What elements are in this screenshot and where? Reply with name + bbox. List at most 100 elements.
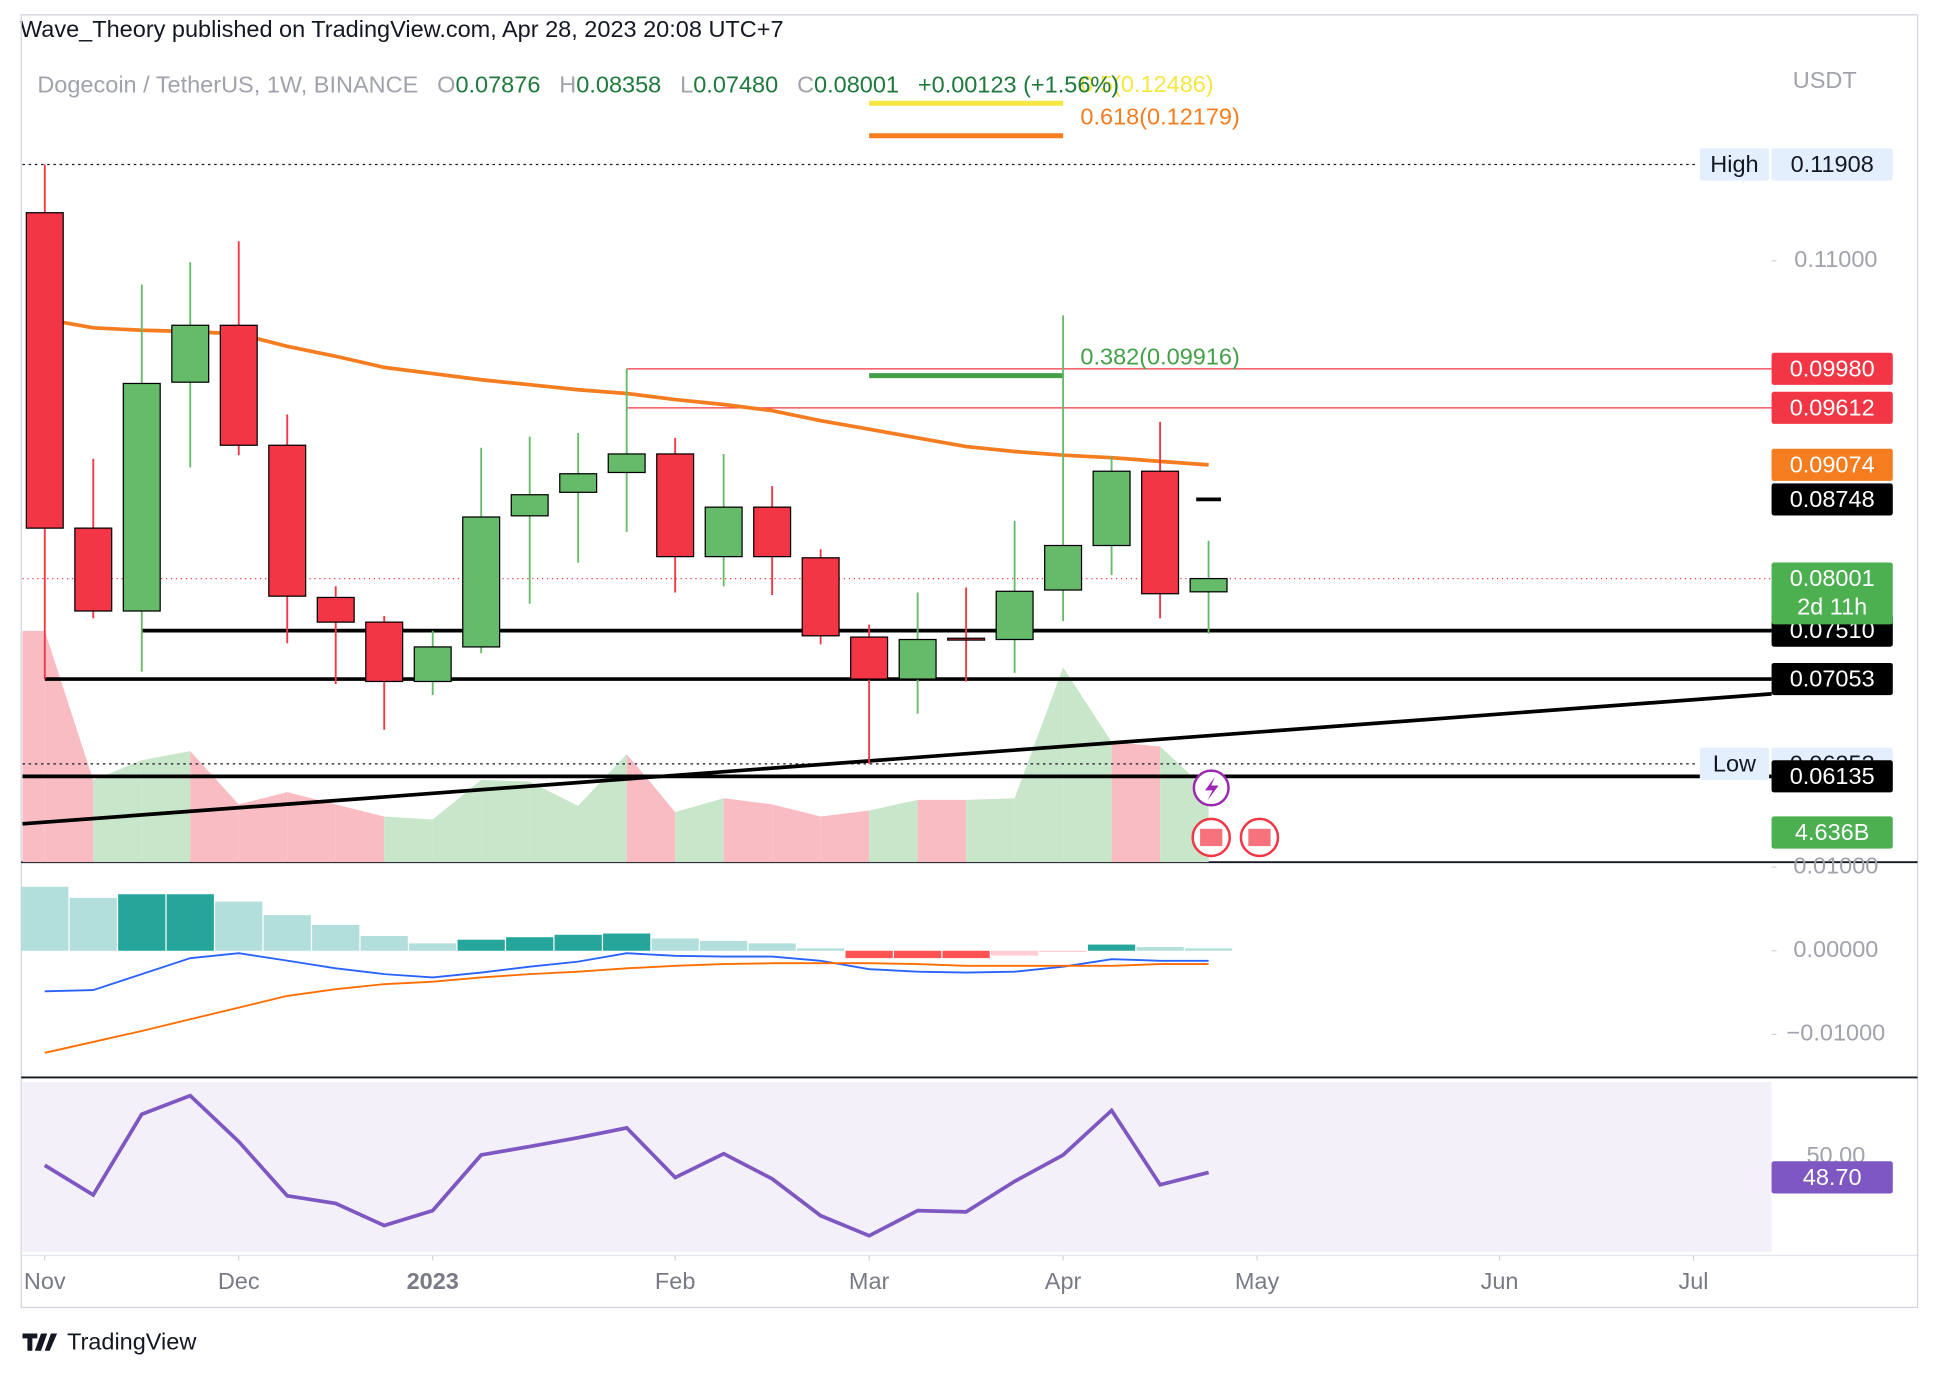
x-tick-label: Jul (1678, 1268, 1708, 1294)
candle-body (898, 638, 937, 680)
macd-histogram-bar (263, 915, 311, 951)
volume-area (675, 798, 724, 863)
price-label: 48.70 (1803, 1164, 1862, 1190)
volume-area (384, 816, 433, 863)
x-tick-label: May (1235, 1268, 1280, 1294)
macd-histogram-bar (409, 943, 457, 951)
macd-histogram-bar (1039, 950, 1087, 953)
event-flag (1248, 828, 1271, 847)
candle-body (947, 637, 986, 641)
fib-label: 0.5(0.12486) (1080, 71, 1213, 97)
price-label: 0.09980 (1790, 355, 1875, 381)
candle-body (365, 621, 404, 683)
x-tick-label: 2023 (407, 1268, 459, 1294)
macd-histogram-bar (215, 901, 263, 951)
price-label: 0.11908 (1791, 151, 1874, 177)
ohlc-key: C (797, 72, 814, 98)
candle-body (1092, 470, 1131, 547)
macd-histogram-bar (893, 950, 942, 959)
candle-body (801, 557, 840, 637)
price-label-box (1771, 483, 1893, 516)
macd-histogram-bar (69, 897, 117, 951)
volume-area (626, 754, 676, 863)
candle-body (1044, 544, 1083, 591)
marker-name-box (1699, 148, 1770, 181)
macd-histogram-bar (1136, 947, 1184, 951)
background-layer (22, 163, 1777, 1261)
fib-label: 0.382(0.09916) (1080, 344, 1239, 370)
price-label: 0.08001 (1790, 565, 1875, 591)
price-label-box (1771, 448, 1893, 481)
rsi-line (43, 1093, 1210, 1238)
candle-body (219, 324, 258, 446)
plot-layer: 0.5(0.12486) 0.618(0.12179) 0.382(0.09916) (21, 71, 1772, 1238)
fib-label: 0.618(0.12179) (1080, 104, 1239, 130)
macd-histogram-bar (506, 937, 554, 951)
marker-name: Low (1713, 750, 1757, 776)
macd-histogram-bar (166, 894, 214, 951)
candle-body (510, 494, 549, 517)
candle-body (656, 453, 695, 558)
ohlc-key: H (559, 72, 576, 98)
marker-name: High (1710, 151, 1758, 177)
candle-body (1189, 577, 1228, 593)
macd-histogram-bar (700, 940, 748, 951)
volume-area (44, 630, 94, 863)
candle-body (74, 527, 113, 612)
trendline (22, 692, 1772, 826)
logo-mark (22, 1333, 58, 1351)
candle-body (171, 324, 210, 383)
x-tick-label: Nov (24, 1268, 66, 1294)
y-tick-label: −0.01000 (1787, 1020, 1886, 1046)
ohlc-key: O (437, 72, 455, 98)
price-label: 0.08748 (1790, 486, 1875, 512)
volume-area (238, 792, 288, 863)
macd-histogram-bar (360, 936, 408, 951)
ohlc-key: L (680, 72, 693, 98)
event-icons (1191, 769, 1280, 858)
volume-area (820, 810, 870, 863)
y-tick-label: 0.00000 (1793, 936, 1878, 962)
volume-area (22, 630, 45, 863)
volume-area (1063, 667, 1112, 863)
candle-body (607, 453, 646, 474)
macd-histogram-bar (1184, 948, 1233, 951)
event-flag (1200, 828, 1223, 847)
candle-body (850, 636, 889, 680)
candle-body (25, 212, 64, 529)
macd-histogram-bar (1087, 944, 1136, 951)
x-tick-label: Apr (1045, 1268, 1082, 1294)
price-label: 0.09074 (1790, 451, 1875, 477)
volume-area (432, 780, 482, 863)
volume-area (1111, 741, 1161, 863)
price-label-box (1771, 352, 1893, 385)
attribution: Wave_Theory published on TradingView.com… (20, 16, 784, 42)
price-label-box (1771, 562, 1893, 625)
frame (20, 14, 1919, 1309)
candle-body (268, 444, 307, 597)
x-tick-label: Mar (849, 1268, 890, 1294)
ohlc-value: 0.08001 (814, 72, 899, 98)
brand: TradingView (67, 1329, 197, 1355)
macd-histogram-bar (312, 924, 360, 951)
macd-histogram-bar (603, 933, 651, 951)
volume-area (966, 798, 1015, 863)
event-icon-bolt (1205, 776, 1219, 801)
signal-line (44, 962, 1209, 1054)
volume-area (335, 804, 385, 863)
volume-area (772, 804, 821, 863)
volume-area (578, 754, 627, 863)
countdown: 2d 11h (1797, 593, 1867, 619)
legend-header: Dogecoin / TetherUS, 1W, BINANCE O0.0787… (37, 72, 1119, 98)
x-tick-label: Feb (655, 1268, 696, 1294)
volume-area (917, 799, 967, 863)
volume-area (287, 792, 336, 863)
volume-area (190, 751, 239, 863)
candle-body (995, 590, 1034, 641)
volume-area (723, 798, 773, 863)
y-tick-label: 0.11000 (1794, 246, 1877, 272)
x-tick-label: Jun (1481, 1268, 1519, 1294)
volume-area (869, 799, 918, 863)
price-label-box (1771, 816, 1893, 849)
